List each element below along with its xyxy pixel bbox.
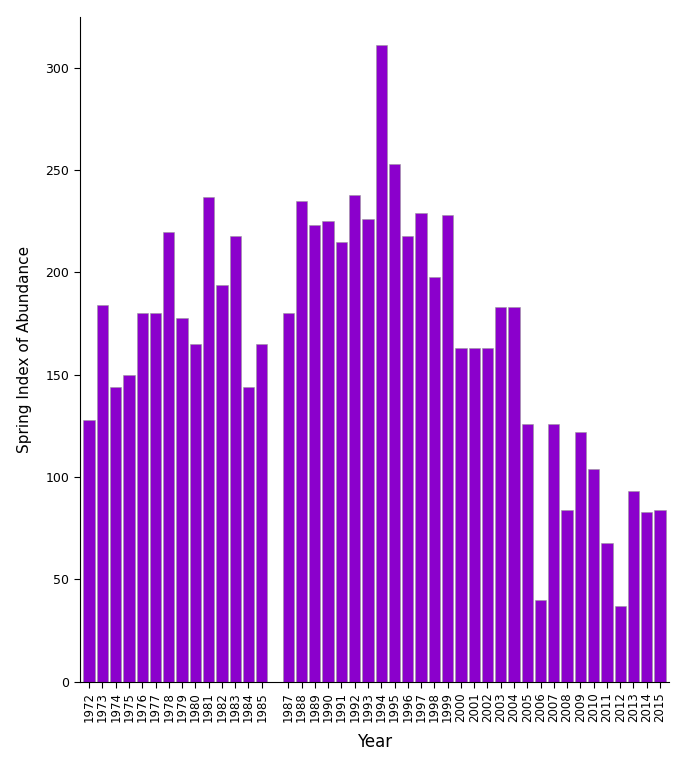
Bar bbox=[561, 510, 573, 682]
Bar bbox=[376, 45, 387, 682]
Bar bbox=[602, 543, 613, 682]
Bar bbox=[654, 510, 665, 682]
Bar bbox=[628, 492, 639, 682]
Bar bbox=[84, 420, 95, 682]
Bar bbox=[216, 285, 228, 682]
Bar bbox=[230, 236, 241, 682]
Bar bbox=[123, 375, 134, 682]
Bar bbox=[163, 232, 174, 682]
Bar bbox=[588, 469, 600, 682]
Bar bbox=[641, 512, 652, 682]
Bar bbox=[389, 164, 400, 682]
X-axis label: Year: Year bbox=[357, 733, 392, 751]
Y-axis label: Spring Index of Abundance: Spring Index of Abundance bbox=[16, 246, 32, 453]
Bar bbox=[416, 214, 427, 682]
Bar bbox=[335, 242, 347, 682]
Bar bbox=[110, 387, 121, 682]
Bar bbox=[322, 221, 334, 682]
Bar bbox=[456, 348, 466, 682]
Bar bbox=[362, 220, 374, 682]
Bar bbox=[203, 197, 214, 682]
Bar bbox=[402, 236, 414, 682]
Bar bbox=[508, 307, 519, 682]
Bar bbox=[296, 201, 307, 682]
Bar bbox=[548, 424, 560, 682]
Bar bbox=[349, 195, 360, 682]
Bar bbox=[482, 348, 493, 682]
Bar bbox=[495, 307, 506, 682]
Bar bbox=[190, 344, 201, 682]
Bar bbox=[615, 606, 626, 682]
Bar bbox=[243, 387, 254, 682]
Bar bbox=[535, 600, 546, 682]
Bar bbox=[97, 305, 108, 682]
Bar bbox=[429, 276, 440, 682]
Bar bbox=[137, 313, 148, 682]
Bar bbox=[283, 313, 294, 682]
Bar bbox=[575, 432, 586, 682]
Bar bbox=[521, 424, 533, 682]
Bar bbox=[256, 344, 268, 682]
Bar bbox=[469, 348, 480, 682]
Bar bbox=[176, 317, 188, 682]
Bar bbox=[150, 313, 161, 682]
Bar bbox=[309, 226, 320, 682]
Bar bbox=[442, 215, 453, 682]
